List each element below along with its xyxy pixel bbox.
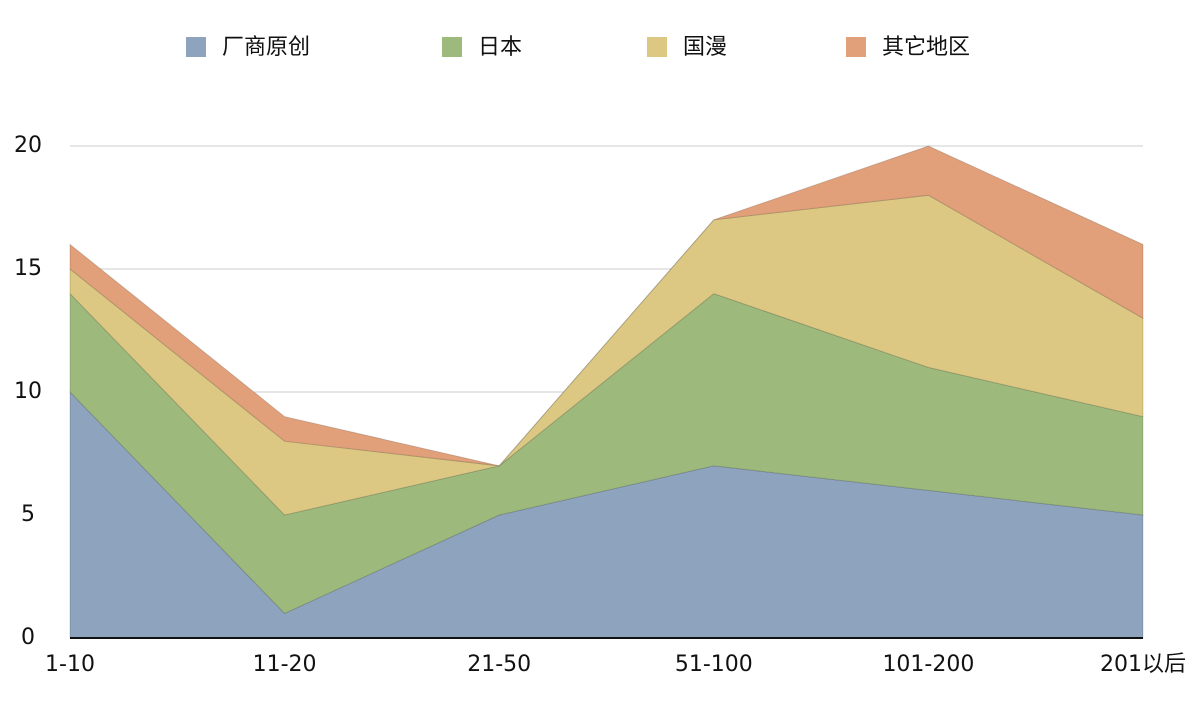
x-tick-label: 11-20 [253, 652, 317, 677]
x-tick-label: 1-10 [45, 652, 95, 677]
x-tick-label: 201以后 [1100, 652, 1186, 677]
legend-label: 日本 [478, 35, 522, 60]
legend-label: 国漫 [683, 35, 727, 60]
legend-swatch [442, 37, 462, 57]
x-tick-label: 101-200 [882, 652, 974, 677]
x-tick-label: 21-50 [467, 652, 531, 677]
y-tick-label: 15 [14, 256, 42, 281]
y-tick-label: 5 [21, 502, 35, 527]
legend-label: 厂商原创 [222, 35, 310, 60]
legend-swatch [846, 37, 866, 57]
area [69, 145, 1144, 467]
y-tick-label: 0 [21, 625, 35, 650]
y-tick-label: 20 [14, 133, 42, 158]
legend-label: 其它地区 [882, 35, 970, 60]
x-tick-label: 51-100 [675, 652, 753, 677]
y-tick-label: 10 [14, 379, 42, 404]
legend-swatch [647, 37, 667, 57]
legend-swatch [186, 37, 206, 57]
